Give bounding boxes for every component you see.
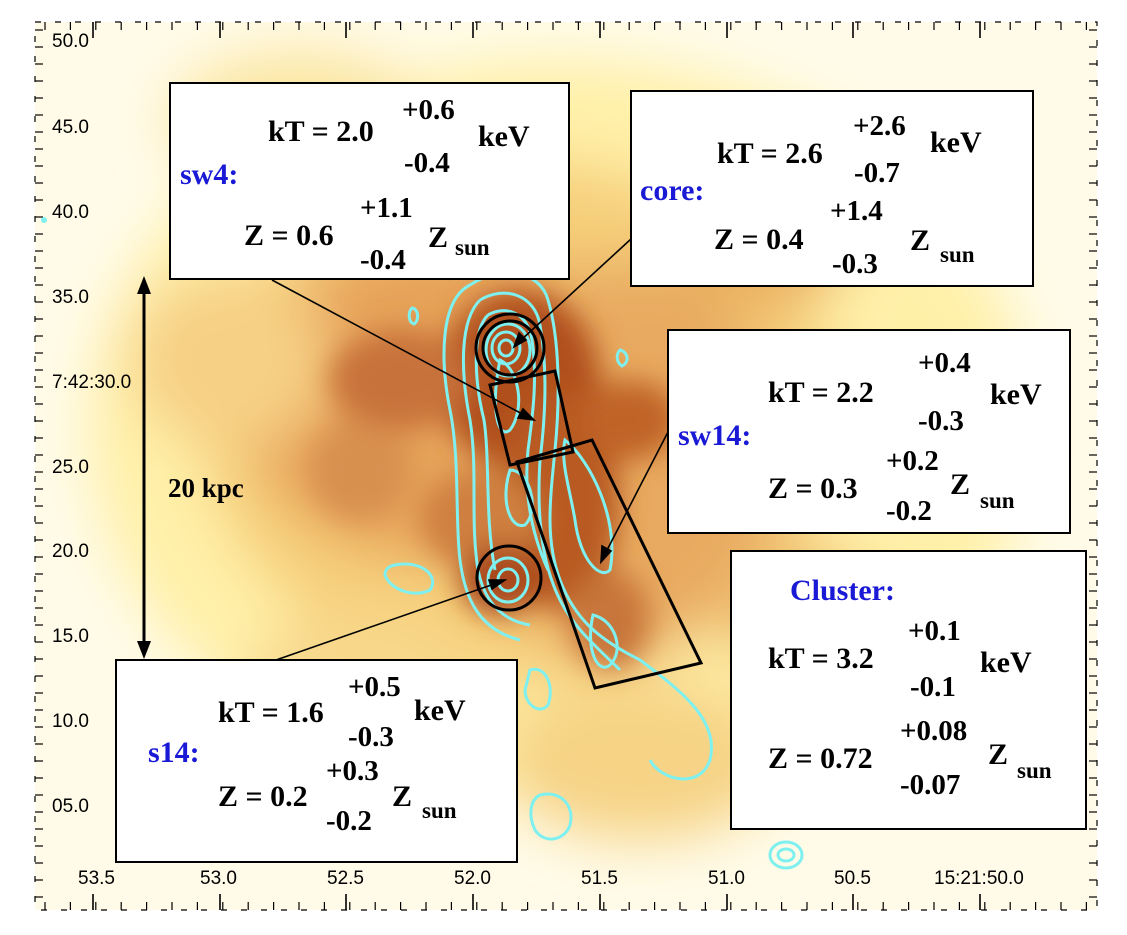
core-annotation-box: core: kT = 2.6 +2.6 -0.7 keV Z = 0.4 +1.… xyxy=(630,90,1034,287)
sw4-z-unit: Z xyxy=(428,221,448,254)
sw14-z-sub: sun xyxy=(980,488,1015,513)
core-kt-prefix: kT = 2.6 xyxy=(717,137,823,170)
region-label-core: core: xyxy=(640,174,704,207)
s14-z-upper: +0.3 xyxy=(326,755,379,787)
cluster-z-lower: -0.07 xyxy=(900,769,960,801)
s14-z-lower: -0.2 xyxy=(326,805,372,837)
sw4-kt-upper: +0.6 xyxy=(402,94,455,126)
sw4-z-sub: sun xyxy=(455,235,490,260)
x-tick-label: 51.5 xyxy=(581,868,618,889)
core-kt-unit: keV xyxy=(930,126,982,159)
s14-kt-unit: keV xyxy=(414,694,466,727)
x-tick-label: 52.5 xyxy=(327,868,364,889)
y-tick-label: 40.0 xyxy=(52,202,89,223)
sw4-z-upper: +1.1 xyxy=(360,192,413,224)
sw4-z-lower: -0.4 xyxy=(360,244,406,276)
y-tick-label: 05.0 xyxy=(52,796,89,817)
sw4-kt-unit: keV xyxy=(478,120,530,153)
cluster-z-upper: +0.08 xyxy=(900,715,967,747)
s14-kt-lower: -0.3 xyxy=(348,721,394,753)
sw4-kt-lower: -0.4 xyxy=(404,147,450,179)
y-tick-label: 15.0 xyxy=(52,626,89,647)
sw14-z-prefix: Z = 0.3 xyxy=(768,472,858,505)
y-tick-label: 10.0 xyxy=(52,711,89,732)
y-tick-label: 35.0 xyxy=(52,287,89,308)
cluster-kt-upper: +0.1 xyxy=(908,615,961,647)
core-z-prefix: Z = 0.4 xyxy=(714,223,804,256)
core-z-unit: Z xyxy=(910,224,930,257)
sw4-z-prefix: Z = 0.6 xyxy=(244,219,334,252)
extraction-regions xyxy=(474,312,704,690)
s14-kt-prefix: kT = 1.6 xyxy=(218,696,324,729)
sw14-kt-upper: +0.4 xyxy=(918,347,971,379)
sw14-annotation-box: sw14: kT = 2.2 +0.4 -0.3 keV Z = 0.3 +0.… xyxy=(667,329,1071,534)
s14-z-prefix: Z = 0.2 xyxy=(218,780,308,813)
cluster-annotation-box: Cluster: kT = 3.2 +0.1 -0.1 keV Z = 0.72… xyxy=(730,550,1087,830)
s14-region xyxy=(475,544,543,612)
y-tick-label: 45.0 xyxy=(52,117,89,138)
sw14-region xyxy=(515,438,704,690)
sw4-region xyxy=(488,369,575,467)
x-tick-label: 53.5 xyxy=(78,868,115,889)
s14-z-sub: sun xyxy=(422,798,457,823)
scale-bar: 20 kpc xyxy=(137,276,244,659)
y-tick-label: 20.0 xyxy=(52,541,89,562)
s14-kt-upper: +0.5 xyxy=(348,671,401,703)
sw14-kt-lower: -0.3 xyxy=(918,405,964,437)
core-z-upper: +1.4 xyxy=(830,195,883,227)
core-z-sub: sun xyxy=(940,242,975,267)
cluster-kt-lower: -0.1 xyxy=(910,671,956,703)
s14-z-unit: Z xyxy=(392,780,412,813)
plot-frame xyxy=(34,21,1098,911)
x-axis-labels: 53.5 53.0 52.5 52.0 51.5 51.0 50.5 15:21… xyxy=(78,868,1024,889)
y-axis-labels: 50.0 45.0 40.0 35.0 7:42:30.0 25.0 20.0 … xyxy=(52,31,131,817)
cluster-z-prefix: Z = 0.72 xyxy=(768,742,873,775)
cluster-kt-unit: keV xyxy=(980,646,1032,679)
y-tick-label: 7:42:30.0 xyxy=(52,372,131,393)
cluster-kt-prefix: kT = 3.2 xyxy=(768,642,874,675)
cluster-z-sub: sun xyxy=(1017,758,1052,783)
sw4-kt-prefix: kT = 2.0 xyxy=(268,115,374,148)
x-tick-label: 53.0 xyxy=(200,868,237,889)
minor-ticks xyxy=(35,22,1097,910)
x-tick-label: 50.5 xyxy=(834,868,871,889)
cluster-z-unit: Z xyxy=(988,738,1008,771)
sw14-kt-unit: keV xyxy=(990,378,1042,411)
x-tick-label: 15:21:50.0 xyxy=(934,868,1024,889)
region-label-sw14: sw14: xyxy=(678,419,751,452)
s14-annotation-box: s14: kT = 1.6 +0.5 -0.3 keV Z = 0.2 +0.3… xyxy=(115,659,518,863)
pointer-lines xyxy=(271,238,669,661)
y-tick-label: 50.0 xyxy=(52,31,89,52)
x-tick-label: 52.0 xyxy=(454,868,491,889)
sw14-kt-prefix: kT = 2.2 xyxy=(768,376,874,409)
region-label-cluster: Cluster: xyxy=(790,574,895,607)
sw14-z-upper: +0.2 xyxy=(886,445,939,477)
sw4-annotation-box: sw4: kT = 2.0 +0.6 -0.4 keV Z = 0.6 +1.1… xyxy=(169,82,570,280)
x-tick-label: 51.0 xyxy=(708,868,745,889)
sw14-z-unit: Z xyxy=(950,468,970,501)
region-label-sw4: sw4: xyxy=(180,158,238,191)
core-kt-upper: +2.6 xyxy=(853,110,906,142)
region-label-s14: s14: xyxy=(148,736,200,769)
core-z-lower: -0.3 xyxy=(832,248,878,280)
sw14-z-lower: -0.2 xyxy=(886,495,932,527)
y-tick-label: 25.0 xyxy=(52,457,89,478)
core-kt-lower: -0.7 xyxy=(854,157,900,189)
scale-bar-label: 20 kpc xyxy=(168,473,244,503)
